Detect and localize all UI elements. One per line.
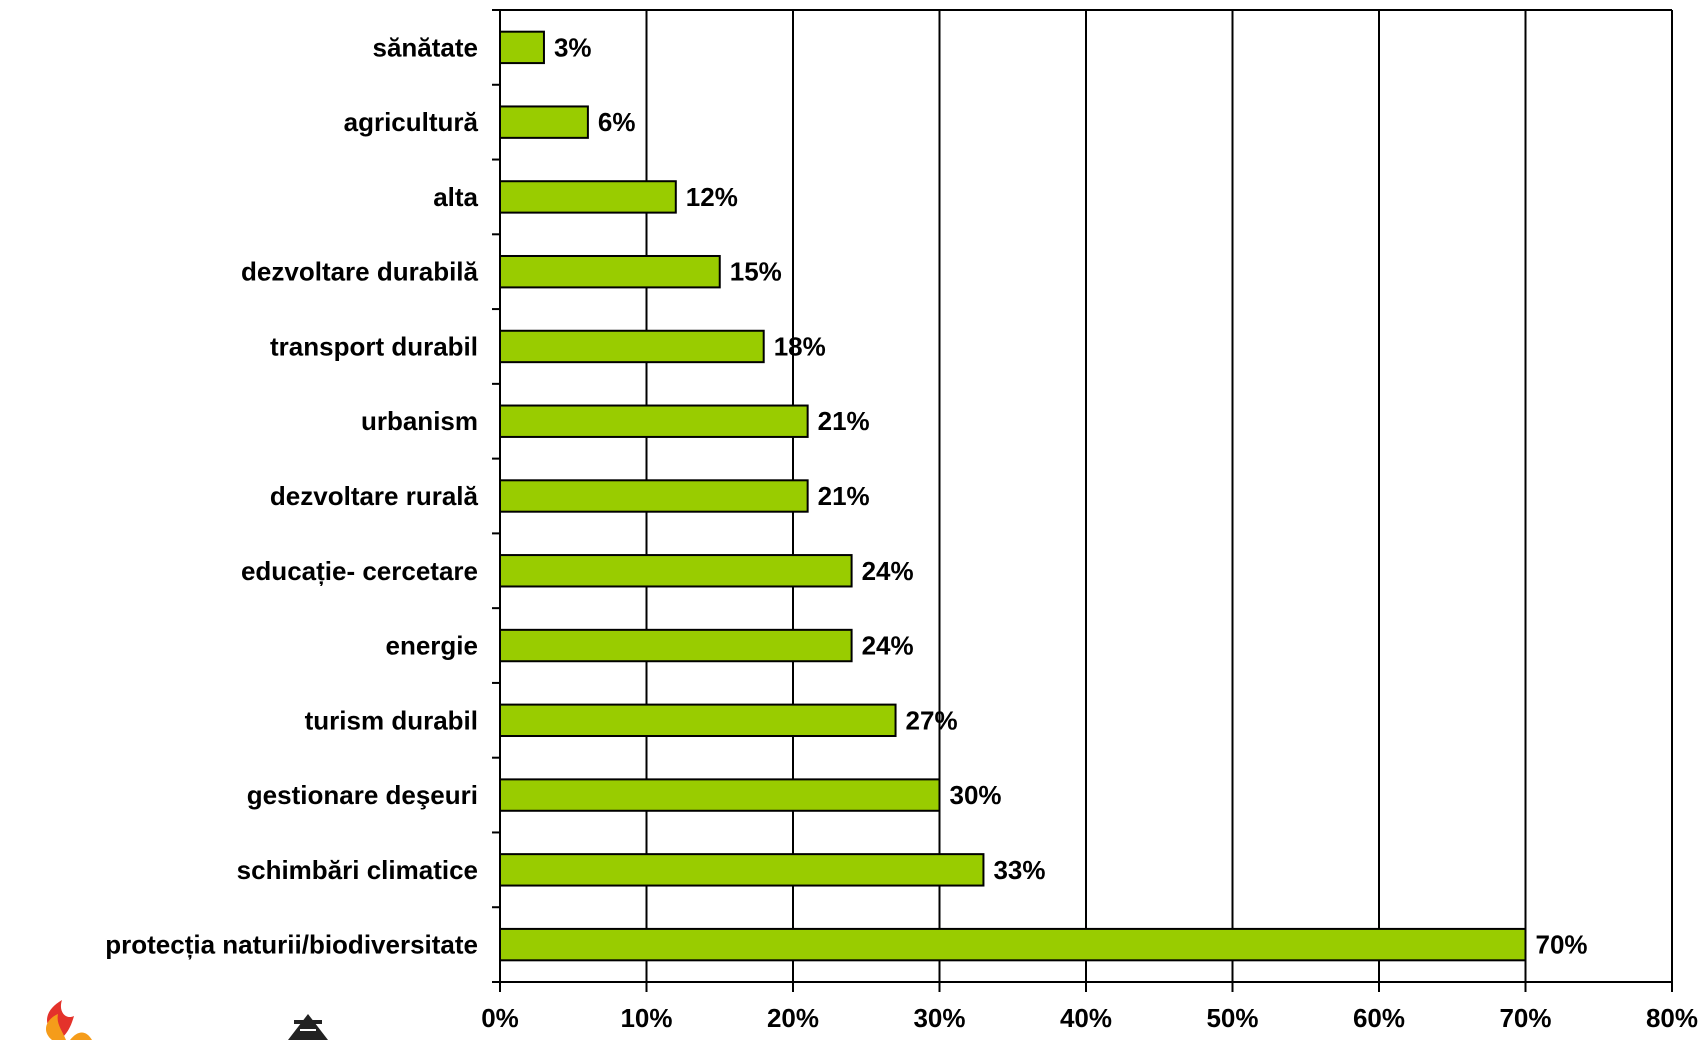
grid-lines bbox=[499, 10, 1673, 982]
bar bbox=[499, 404, 809, 438]
data-label: 21% bbox=[818, 406, 870, 436]
bar bbox=[499, 30, 545, 65]
x-tick-label: 10% bbox=[620, 1003, 672, 1033]
data-label: 12% bbox=[686, 182, 738, 212]
triangle-logo-icon bbox=[288, 1014, 328, 1040]
data-label: 33% bbox=[993, 855, 1045, 885]
data-label: 3% bbox=[554, 32, 592, 62]
x-tick-label: 50% bbox=[1206, 1003, 1258, 1033]
data-label: 24% bbox=[862, 556, 914, 586]
data-label: 30% bbox=[950, 780, 1002, 810]
bar bbox=[499, 180, 677, 214]
data-label: 27% bbox=[906, 705, 958, 735]
data-label: 21% bbox=[818, 481, 870, 511]
x-tick-label: 80% bbox=[1646, 1003, 1698, 1033]
x-tick-label: 0% bbox=[481, 1003, 519, 1033]
category-label: schimbări climatice bbox=[237, 855, 478, 885]
bar bbox=[499, 105, 589, 139]
logos bbox=[45, 1000, 328, 1040]
category-label: dezvoltare durabilă bbox=[241, 257, 478, 287]
category-label: alta bbox=[433, 182, 478, 212]
data-label: 6% bbox=[598, 107, 636, 137]
category-label: transport durabil bbox=[270, 331, 478, 361]
bar bbox=[499, 703, 897, 738]
category-label: energie bbox=[386, 631, 479, 661]
bar bbox=[499, 479, 809, 513]
x-tick-label: 70% bbox=[1499, 1003, 1551, 1033]
category-label: protecția naturii/biodiversitate bbox=[105, 930, 478, 960]
category-label: urbanism bbox=[361, 406, 478, 436]
x-tick-label: 60% bbox=[1353, 1003, 1405, 1033]
bars bbox=[499, 30, 1527, 962]
bar bbox=[499, 853, 985, 887]
axes bbox=[492, 9, 1673, 992]
category-label: educație- cercetare bbox=[241, 556, 478, 586]
category-label: sănătate bbox=[373, 32, 479, 62]
bar bbox=[499, 329, 765, 364]
x-tick-label: 30% bbox=[913, 1003, 965, 1033]
data-label: 18% bbox=[774, 331, 826, 361]
data-label: 70% bbox=[1536, 930, 1588, 960]
bar bbox=[499, 778, 941, 812]
category-label: gestionare deşeuri bbox=[247, 780, 478, 810]
labels: 0% 10% 20% 30% 40% 50% 60% 70% 80% sănătate 3% agri… bbox=[105, 32, 1698, 1033]
data-label: 24% bbox=[862, 631, 914, 661]
x-tick-label: 20% bbox=[767, 1003, 819, 1033]
x-tick-label: 40% bbox=[1060, 1003, 1112, 1033]
category-label: turism durabil bbox=[305, 705, 478, 735]
category-label: dezvoltare rurală bbox=[270, 481, 479, 511]
flame-logo-icon bbox=[45, 1000, 92, 1040]
bar bbox=[499, 927, 1527, 962]
data-label: 15% bbox=[730, 257, 782, 287]
bar bbox=[499, 254, 721, 289]
bar bbox=[499, 554, 853, 588]
bar bbox=[499, 628, 853, 663]
category-label: agricultură bbox=[344, 107, 479, 137]
